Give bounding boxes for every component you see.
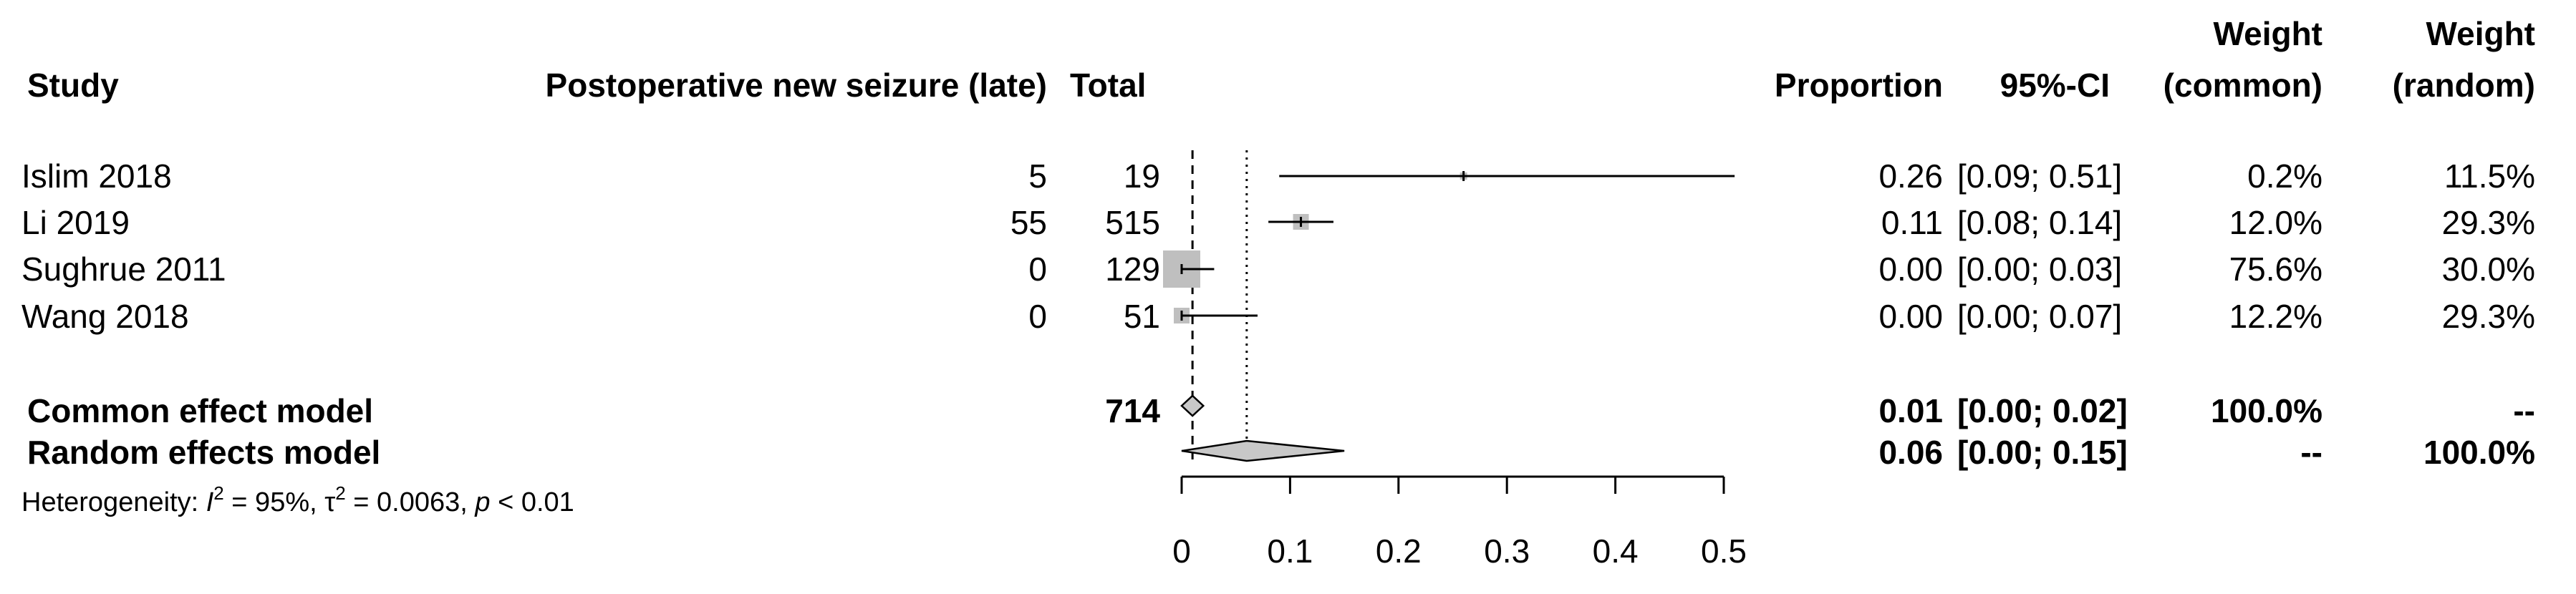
header-ci: 95%-CI: [2000, 67, 2110, 104]
study-ci: [0.09; 0.51]: [1957, 157, 2122, 195]
study-proportion: 0.00: [1878, 298, 1943, 335]
x-axis-tick-label: 0.4: [1593, 532, 1639, 570]
study-ci: [0.08; 0.14]: [1957, 204, 2122, 241]
study-name: Islim 2018: [21, 157, 172, 195]
forest-marks: 0 0.1 0.2 0.3 0.4 0.5: [1163, 150, 1747, 570]
common-model-row: Common effect model 714 0.01 [0.00; 0.02…: [27, 392, 2535, 429]
study-ci: [0.00; 0.07]: [1957, 298, 2122, 335]
random-model-weight-common: --: [2300, 434, 2322, 471]
study-weight-common: 0.2%: [2247, 157, 2322, 195]
study-name: Wang 2018: [21, 298, 189, 335]
header-total: Total: [1070, 67, 1146, 104]
study-weight-random: 29.3%: [2442, 204, 2535, 241]
study-events: 55: [1010, 204, 1047, 241]
header-weight-random-line1: Weight: [2426, 15, 2535, 52]
x-axis-tick-label: 0.1: [1267, 532, 1313, 570]
study-row: Wang 2018 0 51 0.00 [0.00; 0.07] 12.2% 2…: [21, 298, 2535, 335]
study-total: 515: [1105, 204, 1160, 241]
random-model-label: Random effects model: [27, 434, 380, 471]
study-events: 0: [1028, 298, 1047, 335]
random-model-proportion: 0.06: [1878, 434, 1943, 471]
study-name: Li 2019: [21, 204, 130, 241]
study-total: 129: [1105, 250, 1160, 288]
header-weight-random-line2: (random): [2393, 67, 2535, 104]
study-total: 19: [1124, 157, 1160, 195]
random-model-ci: [0.00; 0.15]: [1957, 434, 2128, 471]
study-weight-common: 12.0%: [2229, 204, 2322, 241]
x-axis-tick-label: 0: [1172, 532, 1191, 570]
study-weight-random: 30.0%: [2442, 250, 2535, 288]
study-events: 5: [1028, 157, 1047, 195]
common-model-ci: [0.00; 0.02]: [1957, 392, 2128, 429]
study-weight-random: 29.3%: [2442, 298, 2535, 335]
header-events: Postoperative new seizure (late): [546, 67, 1047, 104]
study-events: 0: [1028, 250, 1047, 288]
study-ci: [0.00; 0.03]: [1957, 250, 2122, 288]
common-model-weight-common: 100.0%: [2211, 392, 2322, 429]
x-axis-tick-label: 0.3: [1484, 532, 1530, 570]
common-model-total: 714: [1105, 392, 1160, 429]
header-weight-common-line2: (common): [2163, 67, 2322, 104]
random-effect-diamond: [1181, 439, 1345, 462]
common-model-proportion: 0.01: [1878, 392, 1943, 429]
common-model-weight-random: --: [2513, 392, 2535, 429]
random-model-weight-random: 100.0%: [2423, 434, 2535, 471]
header-study: Study: [27, 67, 119, 104]
study-weight-common: 12.2%: [2229, 298, 2322, 335]
x-axis-tick-label: 0.5: [1701, 532, 1747, 570]
study-row: Li 2019 55 515 0.11 [0.08; 0.14] 12.0% 2…: [21, 204, 2535, 241]
study-row: Sughrue 2011 0 129 0.00 [0.00; 0.03] 75.…: [21, 250, 2535, 288]
study-name: Sughrue 2011: [21, 250, 226, 288]
x-axis-tick-label: 0.2: [1376, 532, 1422, 570]
study-weight-random: 11.5%: [2444, 157, 2535, 195]
header-proportion: Proportion: [1775, 67, 1943, 104]
header-weight-common-line1: Weight: [2214, 15, 2322, 52]
study-total: 51: [1124, 298, 1160, 335]
heterogeneity-text: Heterogeneity: I2 = 95%, τ2 = 0.0063, p …: [21, 482, 574, 517]
study-row: Islim 2018 5 19 0.26 [0.09; 0.51] 0.2% 1…: [21, 157, 2535, 195]
common-effect-diamond: [1180, 394, 1205, 417]
study-weight-common: 75.6%: [2229, 250, 2322, 288]
study-proportion: 0.11: [1881, 204, 1943, 241]
study-proportion: 0.26: [1878, 157, 1943, 195]
study-proportion: 0.00: [1878, 250, 1943, 288]
common-model-label: Common effect model: [27, 392, 373, 429]
random-model-row: Random effects model 0.06 [0.00; 0.15] -…: [27, 434, 2535, 471]
